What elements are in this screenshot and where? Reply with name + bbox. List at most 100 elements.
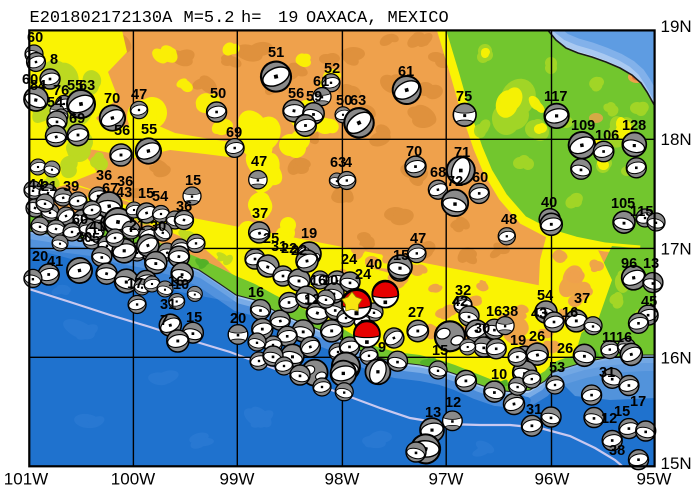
svg-text:21: 21 [129, 218, 145, 234]
svg-text:52: 52 [324, 61, 340, 77]
svg-text:55: 55 [67, 78, 83, 94]
svg-text:99W: 99W [220, 470, 255, 489]
svg-text:84: 84 [30, 78, 46, 94]
svg-text:105: 105 [611, 196, 635, 212]
svg-text:OAXACA,: OAXACA, [306, 9, 377, 28]
svg-text:38: 38 [502, 304, 518, 320]
svg-text:54: 54 [152, 189, 168, 205]
svg-text:101W: 101W [4, 470, 48, 489]
svg-text:24: 24 [355, 267, 371, 283]
svg-text:4: 4 [344, 155, 352, 171]
svg-text:47: 47 [251, 154, 267, 170]
svg-text:36: 36 [96, 168, 112, 184]
svg-text:12: 12 [304, 292, 320, 308]
svg-text:67: 67 [102, 181, 118, 197]
svg-text:63: 63 [330, 155, 346, 171]
svg-text:7: 7 [160, 313, 168, 329]
svg-text:17: 17 [127, 276, 143, 292]
svg-text:53: 53 [549, 360, 565, 376]
svg-text:11: 11 [602, 330, 617, 346]
svg-text:31: 31 [160, 297, 176, 313]
svg-text:61: 61 [313, 74, 329, 90]
svg-text:16: 16 [248, 285, 264, 301]
svg-text:69: 69 [226, 125, 242, 141]
svg-text:60: 60 [472, 170, 488, 186]
svg-text:10: 10 [491, 367, 507, 383]
svg-text:100W: 100W [111, 470, 155, 489]
svg-text:36: 36 [117, 174, 133, 190]
svg-text:16: 16 [310, 273, 326, 289]
svg-text:76: 76 [53, 83, 69, 99]
svg-text:106: 106 [595, 128, 619, 144]
svg-text:16N: 16N [661, 349, 692, 368]
svg-text:68: 68 [430, 165, 446, 181]
svg-text:38: 38 [609, 443, 625, 459]
svg-text:98W: 98W [325, 470, 360, 489]
svg-text:27: 27 [408, 305, 424, 321]
svg-text:39: 39 [63, 179, 79, 195]
svg-text:60: 60 [72, 212, 88, 228]
svg-text:25: 25 [263, 231, 279, 247]
svg-text:70: 70 [104, 91, 120, 107]
svg-text:70: 70 [406, 144, 422, 160]
svg-text:16: 16 [486, 304, 502, 320]
svg-text:43: 43 [116, 185, 132, 201]
svg-text:54: 54 [47, 95, 63, 111]
svg-text:20: 20 [230, 311, 246, 327]
svg-text:51: 51 [268, 45, 284, 61]
svg-text:115: 115 [630, 204, 653, 220]
svg-text:10: 10 [173, 277, 189, 293]
svg-text:13: 13 [643, 256, 659, 272]
svg-text:40: 40 [541, 195, 557, 211]
svg-text:9: 9 [378, 340, 386, 356]
svg-text:32: 32 [455, 283, 471, 299]
svg-text:30: 30 [474, 321, 490, 337]
svg-text:75: 75 [456, 89, 472, 105]
svg-text:50: 50 [210, 86, 226, 102]
svg-text:37: 37 [252, 206, 268, 222]
svg-text:19: 19 [510, 333, 526, 349]
svg-text:63: 63 [350, 93, 366, 109]
svg-text:40: 40 [366, 257, 382, 273]
svg-text:16: 16 [168, 274, 184, 290]
svg-text:56: 56 [288, 86, 304, 102]
svg-text:16: 16 [616, 330, 632, 346]
svg-text:55: 55 [141, 122, 157, 138]
svg-text:19: 19 [301, 226, 317, 242]
svg-text:17: 17 [630, 394, 646, 410]
svg-text:54: 54 [537, 288, 553, 304]
svg-text:71: 71 [454, 145, 470, 161]
svg-text:12: 12 [445, 395, 461, 411]
svg-text:15: 15 [138, 186, 154, 202]
svg-text:30: 30 [150, 219, 166, 235]
svg-text:17N: 17N [661, 240, 692, 259]
svg-text:13: 13 [425, 405, 441, 421]
svg-text:15: 15 [432, 343, 448, 359]
svg-text:109: 109 [571, 118, 595, 134]
svg-text:8: 8 [50, 52, 58, 68]
svg-text:15: 15 [185, 173, 201, 189]
svg-text:15: 15 [614, 404, 630, 420]
svg-text:63: 63 [79, 78, 95, 94]
svg-text:44: 44 [28, 177, 44, 193]
svg-text:5: 5 [92, 231, 100, 247]
svg-text:31: 31 [599, 365, 615, 381]
svg-text:18N: 18N [661, 130, 692, 149]
svg-text:97W: 97W [429, 470, 464, 489]
svg-text:15N: 15N [661, 454, 692, 473]
svg-text:15: 15 [186, 310, 202, 326]
svg-text:19N: 19N [661, 17, 692, 36]
svg-text:48: 48 [501, 212, 517, 228]
svg-text:15: 15 [393, 248, 409, 264]
svg-text:12: 12 [601, 411, 617, 427]
svg-text:72: 72 [447, 174, 463, 190]
svg-text:19: 19 [278, 9, 298, 28]
svg-text:30: 30 [76, 230, 92, 246]
svg-text:M=5.2: M=5.2 [184, 9, 235, 28]
svg-text:56: 56 [114, 123, 130, 139]
svg-text:22: 22 [281, 241, 297, 257]
svg-text:h=: h= [241, 9, 261, 28]
svg-text:21: 21 [41, 179, 57, 195]
svg-text:36: 36 [176, 199, 192, 215]
svg-text:45: 45 [641, 294, 657, 310]
